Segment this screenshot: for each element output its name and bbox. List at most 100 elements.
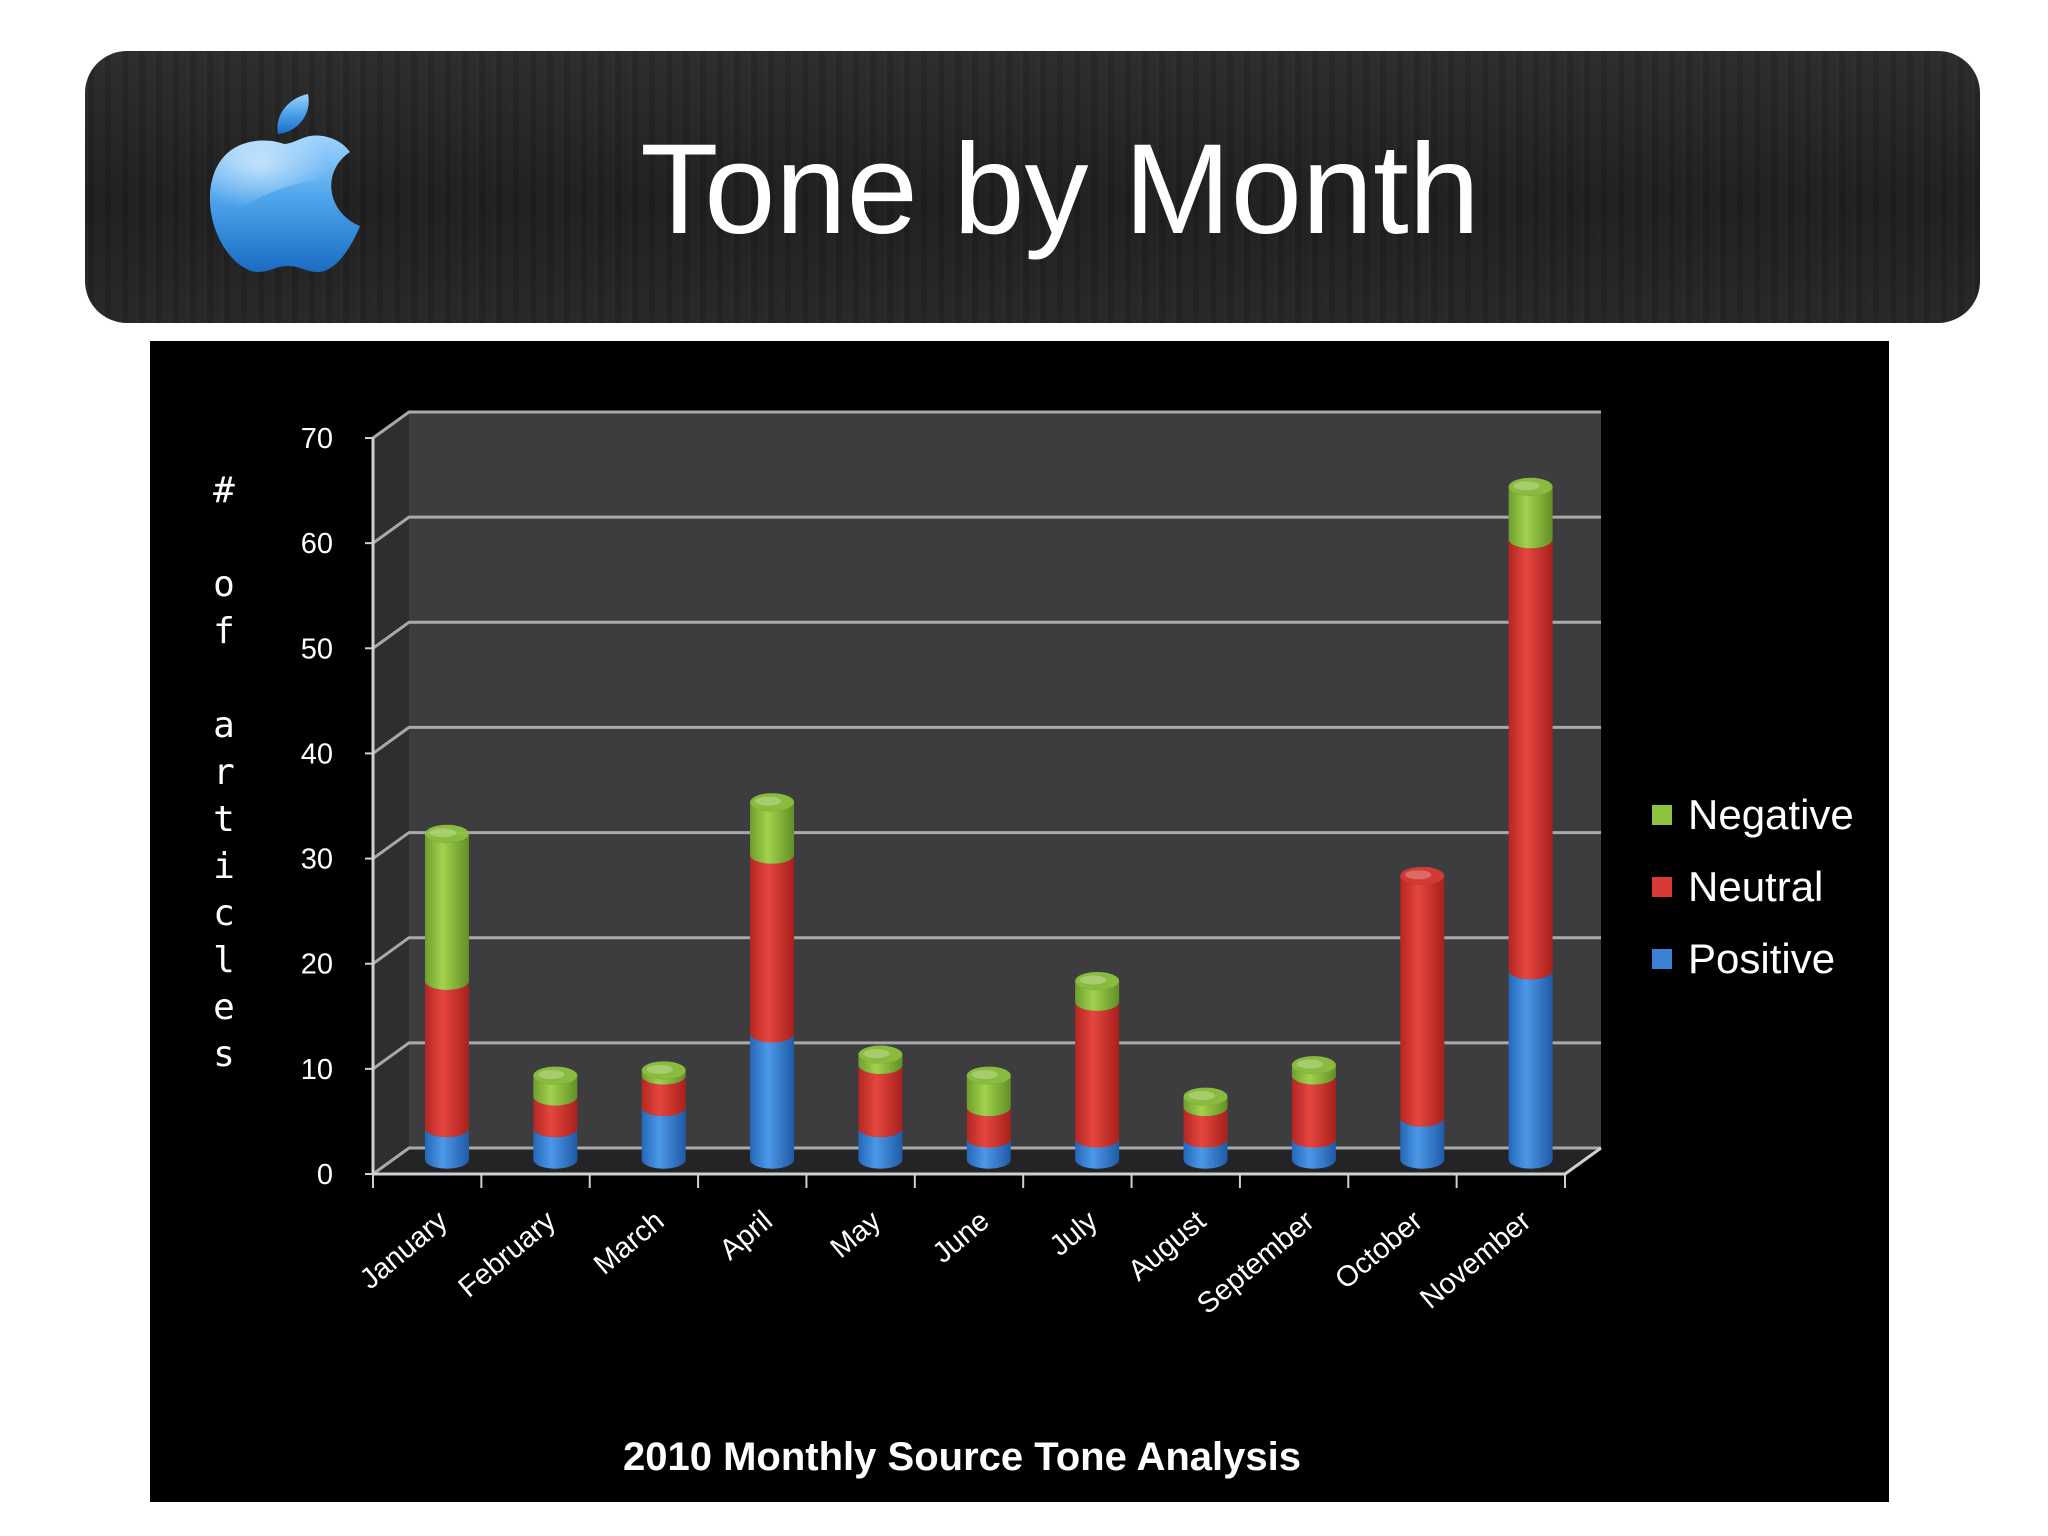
gridline	[372, 410, 1601, 440]
y-axis-label-char: t	[213, 799, 235, 840]
bar-top-highlight	[863, 1049, 890, 1059]
gridline	[372, 515, 1601, 545]
bar-segment-negative	[858, 1054, 903, 1075]
bar-segment-negative	[1075, 980, 1120, 1011]
chart-title: 2010 Monthly Source Tone Analysis	[623, 1435, 1301, 1479]
x-category-label: November	[1414, 1205, 1537, 1316]
bar-segment-neutral	[533, 1096, 578, 1138]
bar-segment-negative	[1508, 486, 1553, 549]
y-axis-label-char: #	[213, 470, 235, 511]
bar-top-highlight	[1405, 870, 1432, 880]
y-tick-label: 20	[301, 949, 333, 981]
bar-segment-negative	[1291, 1065, 1336, 1085]
bar-top-cap	[1075, 971, 1120, 990]
y-axis-label-char: o	[213, 564, 235, 605]
bar-top-cap	[1183, 1087, 1228, 1106]
x-axis-depth-line	[1564, 1146, 1602, 1176]
bar-top-cap	[641, 1061, 686, 1080]
bar-top-cap	[966, 1066, 1011, 1085]
y-tick-label: 60	[301, 528, 333, 560]
y-tick-label: 40	[301, 738, 333, 770]
y-axis-label-char: r	[213, 752, 235, 793]
bar-segment-neutral	[1075, 1001, 1120, 1148]
bar-segment-neutral	[1400, 875, 1445, 1127]
y-tick-label: 0	[317, 1159, 333, 1191]
y-axis-label-char: s	[213, 1034, 235, 1075]
legend-swatch-negative	[1652, 805, 1672, 825]
chart-panel: 0 10 20 30 40 50 60 70 January February March Apri…	[150, 341, 1889, 1502]
chart-bars	[424, 477, 1553, 1169]
bar-segment-positive	[1075, 1138, 1120, 1169]
gridline	[372, 725, 1601, 755]
bar-segment-positive	[641, 1107, 686, 1169]
bar-top-cap	[533, 1066, 578, 1085]
chart-gridlines	[372, 410, 1601, 1176]
gridline	[372, 1041, 1601, 1071]
bar-segment-positive	[750, 1033, 795, 1169]
bar-segment-positive	[1508, 970, 1553, 1169]
gridline	[372, 620, 1601, 650]
x-category-label: May	[825, 1205, 888, 1265]
bar-segment-neutral	[966, 1107, 1011, 1148]
bar-segment-positive	[1400, 1117, 1445, 1169]
bar-top-cap	[858, 1045, 903, 1064]
bar-segment-negative	[1183, 1096, 1228, 1117]
bar-segment-neutral	[424, 980, 469, 1138]
chart-legend: Negative Neutral Positive	[1652, 791, 1854, 982]
bar-top-cap	[1508, 477, 1553, 496]
bar-segment-positive	[966, 1138, 1011, 1169]
y-tick-label: 70	[301, 423, 333, 455]
gridline	[372, 936, 1601, 965]
bar-top-highlight	[971, 1070, 998, 1080]
bar-top-cap	[424, 824, 469, 843]
bar-top-cap	[1400, 866, 1445, 885]
bar-segment-positive	[533, 1128, 578, 1169]
legend-label-neutral: Neutral	[1688, 863, 1823, 910]
slide-title: Tone by Month	[640, 118, 1480, 261]
bar-top-highlight	[1188, 1091, 1215, 1101]
x-category-label: March	[588, 1205, 670, 1281]
y-tick-label: 30	[301, 844, 333, 876]
x-category-label: February	[453, 1205, 563, 1304]
y-axis-label-char: l	[213, 940, 235, 981]
bar-segment-neutral	[641, 1075, 686, 1117]
y-axis-label-char: i	[213, 846, 235, 887]
bar-segment-neutral	[1183, 1107, 1228, 1148]
chart-axes	[365, 437, 1602, 1188]
bar-top-highlight	[1079, 975, 1107, 985]
bar-segment-negative	[641, 1070, 686, 1085]
bar-segment-negative	[533, 1075, 578, 1106]
y-axis-label-char: a	[213, 705, 235, 746]
bar-segment-neutral	[858, 1065, 903, 1138]
bar-top-highlight	[429, 828, 457, 838]
x-category-label: October	[1329, 1205, 1429, 1296]
bar-segment-neutral	[750, 854, 795, 1043]
apple-logo-icon	[209, 94, 360, 272]
chart-y-tick-labels: 0 10 20 30 40 50 60 70	[301, 423, 333, 1191]
bar-segment-positive	[424, 1128, 469, 1169]
gridline	[372, 831, 1601, 860]
bar-segment-positive	[1183, 1138, 1228, 1169]
x-category-label: August	[1122, 1205, 1212, 1288]
x-category-label: April	[714, 1205, 779, 1267]
bar-segment-positive	[858, 1128, 903, 1169]
legend-label-positive: Positive	[1688, 935, 1835, 982]
x-category-label: July	[1044, 1205, 1104, 1263]
y-tick-label: 50	[301, 633, 333, 665]
bar-top-cap	[750, 793, 795, 812]
bar-top-highlight	[754, 796, 782, 806]
legend-swatch-neutral	[1652, 877, 1672, 897]
y-axis-label-char: c	[213, 893, 235, 934]
x-category-label: June	[927, 1205, 996, 1270]
legend-swatch-positive	[1652, 949, 1672, 969]
y-tick-label: 10	[301, 1054, 333, 1086]
title-bar	[85, 51, 1980, 323]
y-axis-label-char: e	[213, 987, 235, 1028]
bar-top-cap	[1291, 1056, 1336, 1075]
x-category-label: September	[1191, 1205, 1321, 1321]
y-axis-label-char: f	[213, 611, 235, 652]
